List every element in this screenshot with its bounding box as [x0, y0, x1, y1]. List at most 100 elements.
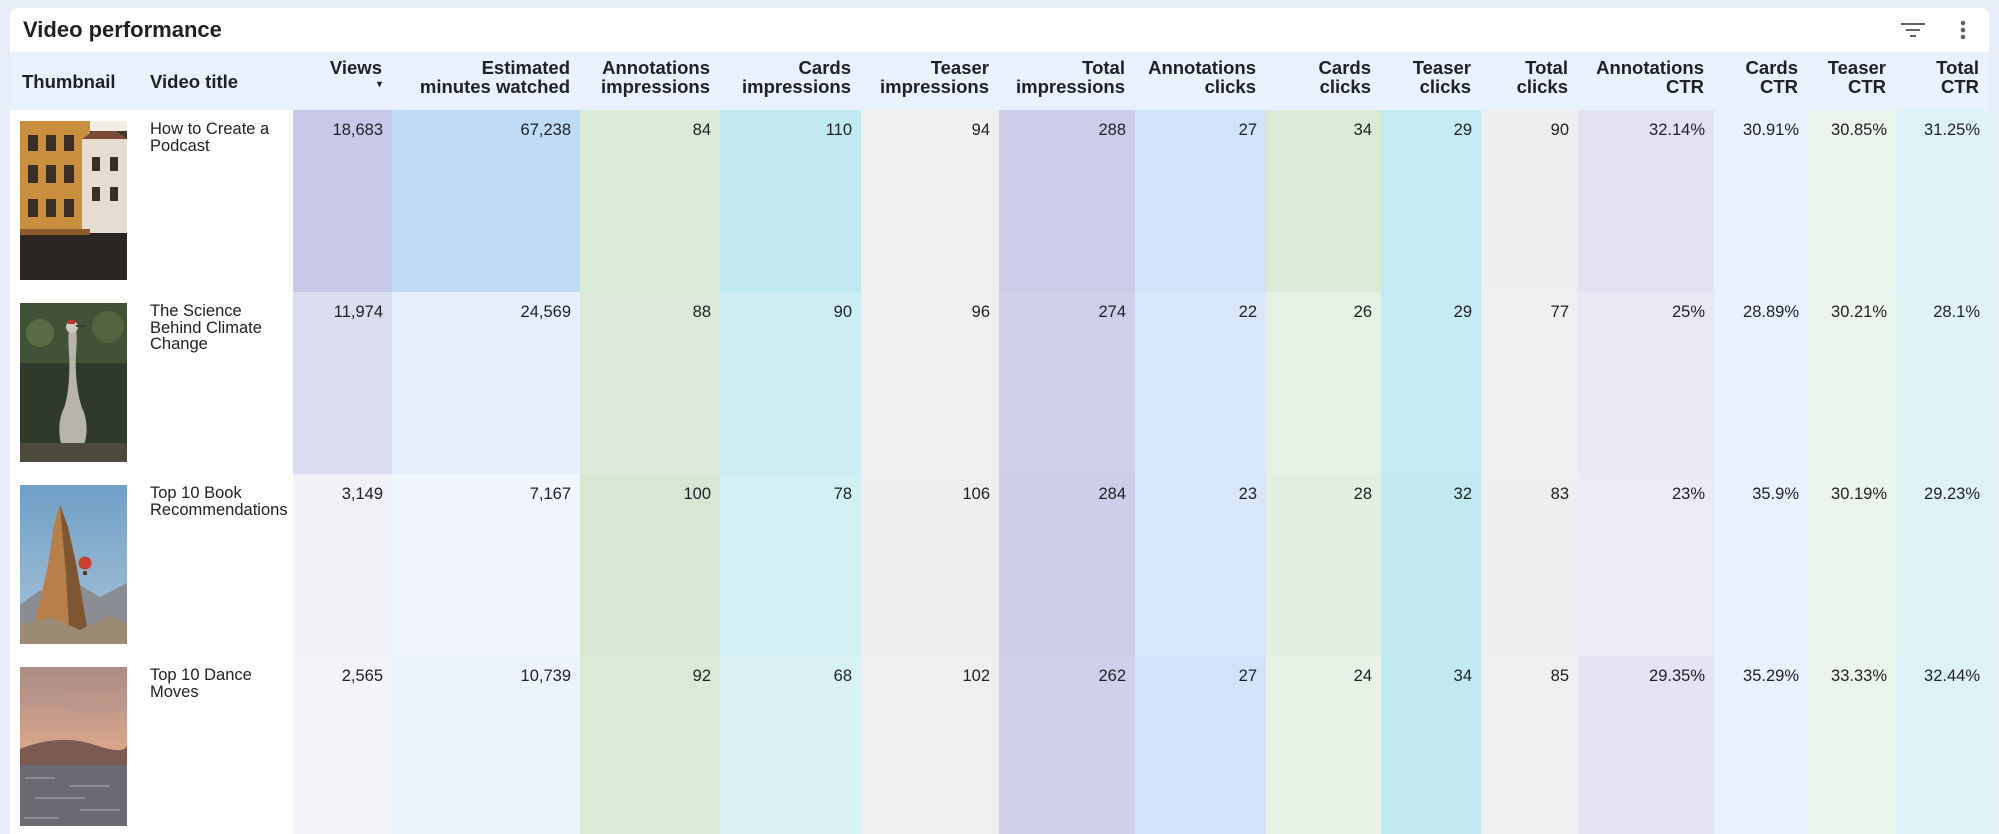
table-row[interactable]: How to Create a Podcast 18,683 67,238 84…	[10, 110, 1989, 292]
cell-total-impressions: 262	[999, 656, 1135, 834]
column-header-label: Teaser	[1827, 57, 1886, 78]
cell-teaser-impressions: 94	[861, 110, 999, 292]
rock-balloon-thumbnail[interactable]	[20, 485, 127, 644]
video-title[interactable]: Top 10 Dance Moves	[150, 666, 252, 701]
cell-total-clicks: 85	[1481, 656, 1578, 834]
column-header-label: Annotations	[602, 57, 710, 78]
cell-total-ctr: 29.23%	[1896, 474, 1989, 656]
cell-views: 3,149	[293, 474, 392, 656]
cell-cards-ctr: 30.91%	[1714, 110, 1808, 292]
cell-teaser-impressions: 96	[861, 292, 999, 474]
cell-annotations-clicks: 22	[1135, 292, 1266, 474]
video-title[interactable]: How to Create a Podcast	[150, 120, 270, 155]
cell-teaser-clicks: 29	[1381, 110, 1481, 292]
cell-total-impressions: 274	[999, 292, 1135, 474]
filter-icon[interactable]	[1899, 16, 1927, 44]
column-header-cards-ctr[interactable]: Cards CTR	[1714, 52, 1808, 110]
cell-cards-clicks: 26	[1266, 292, 1381, 474]
cell-annotations-impressions: 88	[580, 292, 720, 474]
cell-teaser-impressions: 102	[861, 656, 999, 834]
cell-teaser-ctr: 30.19%	[1808, 474, 1896, 656]
column-header-label: Cards	[1318, 57, 1371, 78]
column-header-label: clicks	[1319, 76, 1371, 97]
cell-cards-ctr: 28.89%	[1714, 292, 1808, 474]
column-header-total-clicks[interactable]: Total clicks	[1481, 52, 1578, 110]
column-header-label: Annotations	[1148, 57, 1256, 78]
sunset-sea-thumbnail[interactable]	[20, 667, 127, 826]
cell-annotations-ctr: 23%	[1578, 474, 1714, 656]
cell-total-clicks: 83	[1481, 474, 1578, 656]
video-title[interactable]: The Science Behind Climate Change	[150, 302, 262, 353]
cell-views: 11,974	[293, 292, 392, 474]
column-header-label: Teaser	[930, 57, 989, 78]
column-header-label: Video title	[150, 70, 239, 92]
column-header-views[interactable]: Views ▾	[293, 52, 392, 110]
column-header-label: Estimated	[481, 57, 570, 78]
cell-cards-impressions: 110	[720, 110, 861, 292]
column-header-teaser-ctr[interactable]: Teaser CTR	[1808, 52, 1896, 110]
building-street-thumbnail[interactable]	[20, 121, 127, 280]
table-row[interactable]: Top 10 Book Recommendations 3,149 7,167 …	[10, 474, 1989, 656]
column-header-annotations-ctr[interactable]: Annotations CTR	[1578, 52, 1714, 110]
column-header-label: Views	[329, 57, 382, 78]
column-header-label: impressions	[742, 76, 851, 97]
cell-annotations-impressions: 92	[580, 656, 720, 834]
cell-estimated-minutes-watched: 7,167	[392, 474, 580, 656]
crane-bird-thumbnail[interactable]	[20, 303, 127, 462]
cell-estimated-minutes-watched: 10,739	[392, 656, 580, 834]
cell-cards-ctr: 35.29%	[1714, 656, 1808, 834]
column-header-total-ctr[interactable]: Total CTR	[1896, 52, 1989, 110]
column-header-label: clicks	[1516, 76, 1568, 97]
cell-cards-impressions: 68	[720, 656, 861, 834]
card-header: Video performance	[10, 8, 1989, 52]
cell-annotations-clicks: 27	[1135, 656, 1266, 834]
column-header-cards-clicks[interactable]: Cards clicks	[1266, 52, 1381, 110]
cell-teaser-ctr: 30.85%	[1808, 110, 1896, 292]
cell-cards-impressions: 90	[720, 292, 861, 474]
video-title[interactable]: Top 10 Book Recommendations	[150, 484, 288, 519]
cell-estimated-minutes-watched: 24,569	[392, 292, 580, 474]
table-row[interactable]: The Science Behind Climate Change 11,974…	[10, 292, 1989, 474]
cell-total-ctr: 28.1%	[1896, 292, 1989, 474]
column-header-label: CTR	[1847, 76, 1886, 97]
cell-estimated-minutes-watched: 67,238	[392, 110, 580, 292]
header-row: Thumbnail Video title Views ▾ Estimated …	[10, 52, 1989, 110]
column-header-label: Cards	[798, 57, 851, 78]
column-header-label: Total	[1936, 57, 1979, 78]
column-header-label: Total	[1525, 57, 1568, 78]
column-header-label: impressions	[1016, 76, 1125, 97]
table-row[interactable]: Top 10 Dance Moves 2,565 10,739 92 68 10…	[10, 656, 1989, 834]
column-header-thumbnail[interactable]: Thumbnail	[10, 52, 138, 110]
column-header-teaser-impressions[interactable]: Teaser impressions	[861, 52, 999, 110]
column-header-annotations-clicks[interactable]: Annotations clicks	[1135, 52, 1266, 110]
thumbnail-cell	[10, 110, 138, 292]
cell-teaser-clicks: 32	[1381, 474, 1481, 656]
column-header-video-title[interactable]: Video title	[138, 52, 293, 110]
column-header-estimated-minutes-watched[interactable]: Estimated minutes watched	[392, 52, 580, 110]
cell-total-impressions: 288	[999, 110, 1135, 292]
column-header-label: Total	[1082, 57, 1125, 78]
column-header-annotations-impressions[interactable]: Annotations impressions	[580, 52, 720, 110]
cell-annotations-impressions: 84	[580, 110, 720, 292]
cell-cards-clicks: 28	[1266, 474, 1381, 656]
column-header-label: clicks	[1204, 76, 1256, 97]
column-header-total-impressions[interactable]: Total impressions	[999, 52, 1135, 110]
cell-annotations-ctr: 25%	[1578, 292, 1714, 474]
column-header-cards-impressions[interactable]: Cards impressions	[720, 52, 861, 110]
sort-descending-icon[interactable]: ▾	[376, 79, 382, 90]
video-performance-card: Video performance	[10, 8, 1989, 834]
cell-teaser-impressions: 106	[861, 474, 999, 656]
column-header-teaser-clicks[interactable]: Teaser clicks	[1381, 52, 1481, 110]
more-vert-icon[interactable]	[1949, 16, 1977, 44]
cell-total-clicks: 77	[1481, 292, 1578, 474]
cell-cards-clicks: 24	[1266, 656, 1381, 834]
cell-total-ctr: 32.44%	[1896, 656, 1989, 834]
column-header-label: CTR	[1665, 76, 1704, 97]
cell-total-ctr: 31.25%	[1896, 110, 1989, 292]
cell-total-impressions: 284	[999, 474, 1135, 656]
video-performance-table: Thumbnail Video title Views ▾ Estimated …	[10, 52, 1989, 834]
column-header-label: CTR	[1759, 76, 1798, 97]
cell-views: 18,683	[293, 110, 392, 292]
column-header-label: clicks	[1419, 76, 1471, 97]
column-header-label: CTR	[1940, 76, 1979, 97]
